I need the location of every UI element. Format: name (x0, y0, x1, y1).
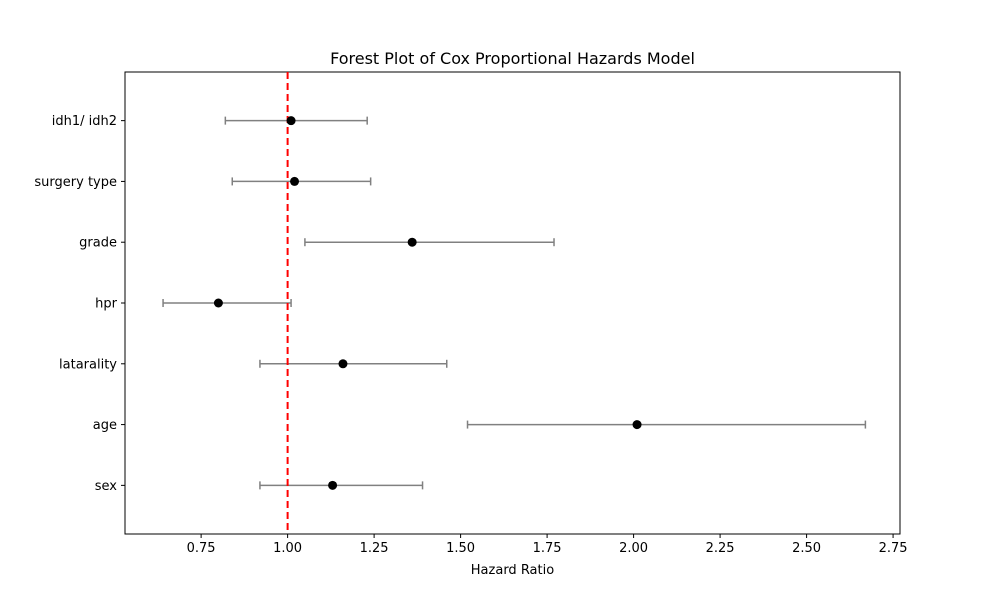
x-tick-label: 2.75 (879, 541, 908, 556)
x-tick-label: 1.00 (273, 541, 302, 556)
y-tick-label: surgery type (34, 175, 117, 190)
x-axis-label: Hazard Ratio (471, 563, 554, 578)
hazard-ratio-point (632, 420, 642, 430)
x-tick-label: 2.00 (619, 541, 648, 556)
chart-title: Forest Plot of Cox Proportional Hazards … (330, 49, 695, 68)
y-tick-label: hpr (95, 297, 117, 312)
y-tick-label: sex (95, 479, 118, 494)
x-tick-label: 1.50 (446, 541, 475, 556)
x-tick-label: 1.25 (360, 541, 389, 556)
x-tick-label: 2.50 (792, 541, 821, 556)
y-tick-label: grade (79, 236, 117, 251)
hazard-ratio-point (338, 359, 348, 369)
y-tick-label: idh1/ idh2 (52, 114, 117, 129)
y-tick-label: latarality (59, 357, 117, 372)
x-tick-label: 0.75 (187, 541, 216, 556)
hazard-ratio-point (407, 237, 417, 247)
x-tick-label: 2.25 (706, 541, 735, 556)
plot-area: 0.75 1.00 1.25 1.50 1.75 2.00 2.25 2.50 2.75 idh1… (34, 71, 908, 556)
hazard-ratio-point (213, 298, 223, 308)
hazard-ratio-point (328, 480, 338, 490)
hazard-ratio-point (286, 116, 296, 126)
x-tick-label: 1.75 (533, 541, 562, 556)
y-tick-label: age (93, 418, 117, 433)
hazard-ratio-point (290, 176, 300, 186)
